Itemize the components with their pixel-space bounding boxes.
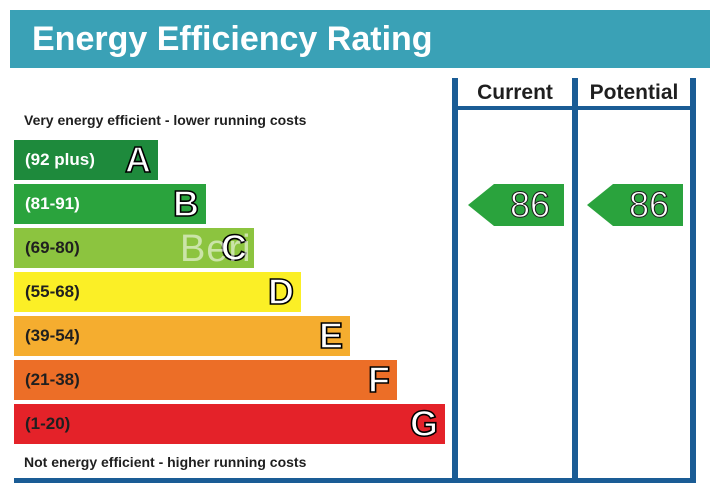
band-range: (21-38) (25, 370, 80, 389)
band-letter: D (267, 271, 295, 313)
current-rating-arrow: 86 (468, 184, 564, 226)
band-range: (92 plus) (25, 150, 95, 169)
band-b: (81-91) B (14, 183, 206, 225)
frame-middle-line (572, 78, 578, 482)
band-c: (69-80) C (14, 227, 254, 269)
band-f: (21-38) F (14, 359, 397, 401)
current-rating-value: 86 (509, 184, 551, 226)
title-bar: Energy Efficiency Rating (10, 10, 710, 68)
chart-title: Energy Efficiency Rating (32, 20, 433, 58)
band-letter: C (220, 227, 248, 269)
frame-header-line (452, 106, 696, 110)
potential-arrow-shape (587, 184, 683, 226)
band-range: (81-91) (25, 194, 80, 213)
frame-bottom-line (14, 478, 696, 483)
band-a: (92 plus) A (14, 139, 158, 181)
top-note: Very energy efficient - lower running co… (24, 112, 307, 128)
current-column-header: Current (477, 81, 553, 104)
band-g: (1-20) G (14, 403, 445, 445)
bottom-note: Not energy efficient - higher running co… (24, 454, 307, 470)
band-d: (55-68) D (14, 271, 301, 313)
current-arrow-shape (468, 184, 564, 226)
potential-rating-value: 86 (628, 184, 670, 226)
band-range: (1-20) (25, 414, 71, 433)
band-range: (39-54) (25, 326, 80, 345)
potential-rating-arrow: 86 (587, 184, 683, 226)
band-letter: B (172, 183, 200, 225)
frame-right-line (690, 78, 696, 482)
band-range: (69-80) (25, 238, 80, 257)
band-letter: G (409, 403, 439, 445)
band-e: (39-54) E (14, 315, 350, 357)
frame-left-line (452, 78, 458, 482)
band-letter: F (367, 359, 391, 401)
band-letter: A (124, 139, 152, 181)
potential-column-header: Potential (589, 81, 679, 104)
band-range: (55-68) (25, 282, 80, 301)
band-letter: E (318, 315, 344, 357)
